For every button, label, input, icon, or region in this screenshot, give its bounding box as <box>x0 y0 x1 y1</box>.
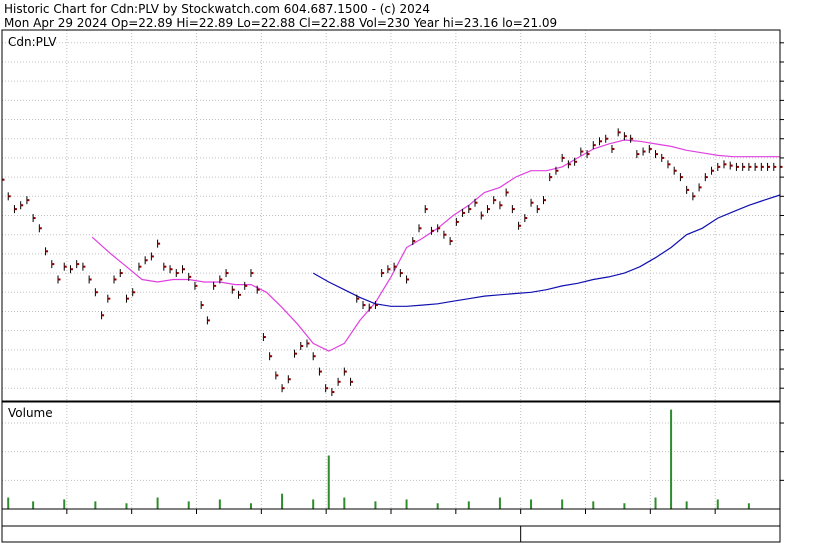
volume-y-axis <box>780 422 784 481</box>
price-panel-label: Cdn:PLV <box>8 35 57 49</box>
price-bars <box>1 128 783 397</box>
grid-lines <box>2 30 780 509</box>
ma-long-line <box>312 194 781 307</box>
year-axis-frame <box>1 525 781 543</box>
header-line-2: Mon Apr 29 2024 Op=22.89 Hi=22.89 Lo=22.… <box>4 16 557 30</box>
month-x-axis <box>66 509 716 514</box>
volume-bars <box>7 409 750 509</box>
header-line-1: Historic Chart for Cdn:PLV by Stockwatch… <box>4 2 430 16</box>
volume-panel-label: Volume <box>8 406 53 420</box>
price-y-axis <box>780 42 784 389</box>
